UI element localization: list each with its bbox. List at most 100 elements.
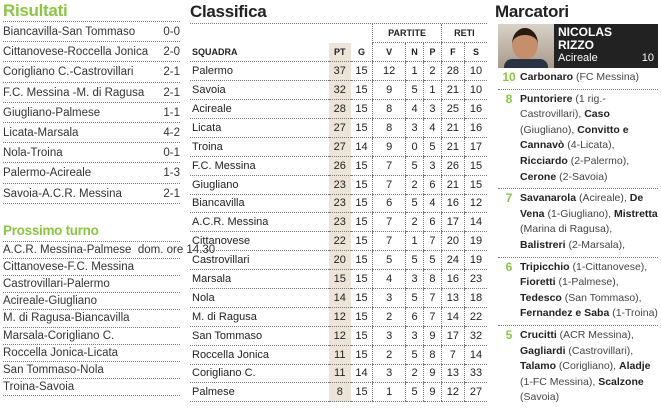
standings-table: PARTITE RETI SQUADRA PT G V N P F S Palermo 37 15…: [190, 24, 487, 403]
player-name: Puntoriere: [520, 92, 573, 105]
stat-v: 9: [372, 80, 406, 101]
stat-g: 15: [350, 61, 373, 82]
fixture-row: Troina-Savoia: [3, 379, 180, 397]
stat-f: 13: [440, 288, 465, 308]
stat-s: 10: [464, 80, 487, 101]
group-header-row: PARTITE RETI: [190, 24, 487, 44]
stat-g: 15: [350, 250, 373, 271]
stat-v: 3: [372, 288, 406, 308]
stat-p: 8: [423, 345, 442, 365]
stat-v: 2: [372, 307, 406, 327]
team-name: Licata: [190, 118, 329, 138]
stat-n: 6: [404, 307, 424, 327]
player-club: (Giugliano),: [520, 123, 578, 136]
stat-pt: 8: [329, 382, 351, 403]
result-row: Licata-Marsala 4-2: [3, 123, 180, 144]
team-name: Savoia: [190, 80, 329, 101]
next-round-list: A.C.R. Messina-Palmese dom. ore 14.30 Cit…: [3, 242, 215, 397]
match-score: 2-1: [163, 66, 180, 79]
stat-p: 2: [423, 61, 442, 82]
stat-s: 27: [464, 382, 487, 403]
stat-pt: 11: [329, 345, 351, 365]
player-name: Carbonaro: [520, 71, 574, 83]
column-header-g: G: [350, 42, 373, 63]
column-header-pt: PT: [329, 42, 351, 63]
fixture-row: A.C.R. Messina-Palmese dom. ore 14.30: [3, 242, 215, 259]
stat-pt: 28: [329, 99, 351, 119]
stat-p: 6: [423, 175, 442, 195]
stat-pt: 12: [329, 307, 351, 327]
next-round-title: Prossimo turno: [3, 220, 180, 242]
player-name: Ricciardo: [520, 154, 568, 167]
scorer-names: Puntoriere (1 rig.-Castrovillari), Caso …: [520, 92, 658, 186]
player-name: Mistretta: [613, 207, 658, 220]
table-row: Giugliano 23 15 7 2 6 21 15: [190, 175, 487, 195]
stat-v: 7: [372, 212, 406, 233]
column-header-squadra: SQUADRA: [190, 42, 329, 63]
stat-n: 2: [404, 364, 424, 384]
scorer-names: Crucitti (ACR Messina), Gagliardi (Castr…: [520, 328, 658, 406]
stat-g: 15: [350, 345, 373, 365]
result-row: Savoia-A.C.R. Messina 2-1: [3, 184, 180, 204]
table-row: Corigliano C. 11 14 3 2 9 13 33: [190, 364, 487, 384]
fixture-row: San Tommaso-Nola: [3, 362, 180, 380]
table-row: Troina 27 14 9 0 5 21 17: [190, 137, 487, 157]
stat-s: 16: [464, 118, 487, 138]
stat-s: 19: [464, 231, 487, 252]
result-row: Biancavilla-San Tommaso 0-0: [3, 22, 180, 43]
result-row: Cittanovese-Roccella Jonica 2-0: [3, 42, 180, 63]
result-row: F.C. Messina -M. di Ragusa 2-1: [3, 83, 180, 103]
match-score: 0-1: [163, 147, 180, 160]
match-teams: Nola-Troina: [3, 147, 63, 160]
player-name: Fernandez e Saba: [520, 307, 610, 320]
team-name: M. di Ragusa: [190, 307, 329, 327]
match-score: 4-2: [163, 126, 180, 139]
stat-v: 3: [372, 326, 406, 346]
stat-pt: 12: [329, 326, 351, 346]
team-name: San Tommaso: [190, 326, 329, 346]
stat-f: 17: [440, 326, 465, 346]
player-club: (Savoia): [520, 391, 560, 404]
table-row: San Tommaso 12 15 3 3 9 17 32: [190, 326, 487, 346]
stat-f: 16: [440, 194, 465, 214]
player-name: Crucitti: [520, 328, 557, 341]
scorers-column: Marcatori NICOLAS RIZZO Acireale 10 10 Car…: [495, 0, 661, 409]
player-club: (Marina di Ragusa),: [520, 223, 613, 236]
player-club: (1-Palmese),: [555, 276, 619, 289]
table-row: Biancavilla 23 15 6 5 4 16 12: [190, 194, 487, 214]
team-name: Acireale: [190, 99, 329, 119]
match-teams: Giugliano-Palmese: [3, 106, 101, 119]
player-name: Aladje: [619, 360, 651, 373]
stat-f: 21: [440, 80, 465, 101]
stat-p: 9: [423, 326, 442, 346]
stat-s: 17: [464, 137, 487, 157]
stat-pt: 26: [329, 156, 351, 176]
column-header-p: P: [423, 42, 442, 63]
stat-pt: 23: [329, 194, 351, 214]
player-name: Tedesco: [520, 291, 562, 304]
stat-p: 1: [423, 80, 442, 101]
stat-g: 15: [350, 326, 373, 346]
team-name: Cittanovese: [190, 231, 329, 252]
player-name: Talamo: [520, 360, 556, 373]
player-club: (4-Licata),: [564, 139, 615, 152]
stat-v: 7: [372, 156, 406, 176]
player-club: (1-Cittanovese),: [569, 260, 648, 273]
stat-f: 16: [440, 269, 465, 289]
player-club: (FC Messina): [573, 71, 640, 83]
column-header-f: F: [440, 42, 465, 63]
match-score: 2-1: [163, 86, 180, 99]
stat-f: 21: [440, 118, 465, 138]
player-club: (Corigliano),: [555, 360, 620, 373]
stat-g: 15: [350, 212, 373, 233]
match-teams: Cittanovese-Roccella Jonica: [3, 46, 149, 59]
scorer-group: 10 Carbonaro (FC Messina): [498, 68, 658, 90]
table-row: Palermo 37 15 12 1 2 28 10: [190, 61, 487, 82]
player-club: (1 rig.-Castrovillari),: [520, 92, 606, 121]
results-title: Risultati: [3, 0, 180, 22]
table-row: F.C. Messina 26 15 7 5 3 26 15: [190, 156, 487, 176]
stat-g: 15: [350, 307, 373, 327]
stat-f: 24: [440, 250, 465, 271]
group-partite: PARTITE: [372, 24, 442, 44]
match-teams: Corigliano C.-Castrovillari: [3, 66, 134, 79]
